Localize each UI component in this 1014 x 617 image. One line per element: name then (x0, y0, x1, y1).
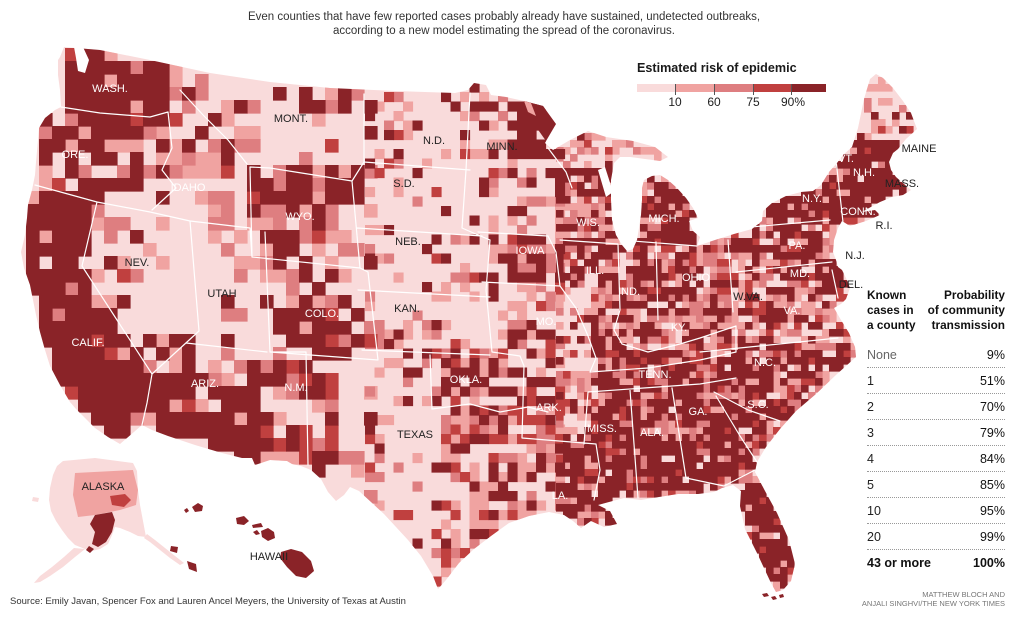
svg-text:W.VA.: W.VA. (733, 291, 763, 303)
svg-text:COLO.: COLO. (305, 308, 339, 320)
svg-text:ARIZ.: ARIZ. (191, 378, 219, 390)
svg-text:MISS.: MISS. (587, 423, 617, 435)
svg-text:TENN.: TENN. (639, 369, 672, 381)
svg-text:ALA.: ALA. (640, 427, 664, 439)
svg-text:VA.: VA. (784, 305, 801, 317)
svg-text:CONN.: CONN. (840, 206, 875, 218)
svg-text:MINN.: MINN. (486, 141, 517, 153)
svg-text:ORE.: ORE. (62, 149, 89, 161)
svg-text:WYO.: WYO. (285, 211, 314, 223)
svg-text:LA.: LA. (552, 490, 569, 502)
svg-text:DEL.: DEL. (839, 279, 863, 291)
svg-text:MICH.: MICH. (648, 213, 679, 225)
svg-text:N.C.: N.C. (754, 357, 776, 369)
svg-text:R.I.: R.I. (875, 220, 892, 232)
svg-text:N.Y.: N.Y. (802, 193, 822, 205)
svg-text:OHIO: OHIO (682, 272, 711, 284)
svg-text:MASS.: MASS. (885, 178, 919, 190)
svg-text:TEXAS: TEXAS (397, 429, 433, 441)
svg-text:S.D.: S.D. (393, 178, 414, 190)
svg-text:KY.: KY. (671, 322, 687, 334)
svg-text:NEB.: NEB. (395, 236, 421, 248)
svg-text:NEV.: NEV. (125, 257, 150, 269)
svg-text:IND.: IND. (618, 286, 640, 298)
svg-text:ILL.: ILL. (586, 265, 604, 277)
svg-text:N.J.: N.J. (845, 250, 865, 262)
svg-text:N.M.: N.M. (284, 382, 307, 394)
svg-text:MD.: MD. (790, 268, 810, 280)
svg-text:VT.: VT. (838, 153, 854, 165)
svg-text:UTAH: UTAH (207, 288, 236, 300)
svg-text:MONT.: MONT. (274, 113, 308, 125)
svg-text:HAWAII: HAWAII (250, 551, 288, 563)
svg-text:N.H.: N.H. (853, 167, 875, 179)
svg-text:MO.: MO. (536, 316, 557, 328)
svg-text:IOWA: IOWA (516, 245, 546, 257)
svg-text:ALASKA: ALASKA (82, 481, 125, 493)
svg-text:KAN.: KAN. (394, 303, 420, 315)
svg-text:CALIF.: CALIF. (71, 337, 104, 349)
svg-text:S.C.: S.C. (747, 399, 768, 411)
svg-text:GA.: GA. (689, 406, 708, 418)
svg-text:ARK.: ARK. (536, 402, 562, 414)
svg-text:WASH.: WASH. (92, 83, 128, 95)
svg-text:WIS.: WIS. (576, 217, 600, 229)
svg-text:N.D.: N.D. (423, 135, 445, 147)
svg-text:MAINE: MAINE (902, 143, 937, 155)
svg-text:OKLA.: OKLA. (450, 374, 482, 386)
svg-text:PA.: PA. (789, 240, 806, 252)
svg-text:IDAHO: IDAHO (171, 182, 206, 194)
